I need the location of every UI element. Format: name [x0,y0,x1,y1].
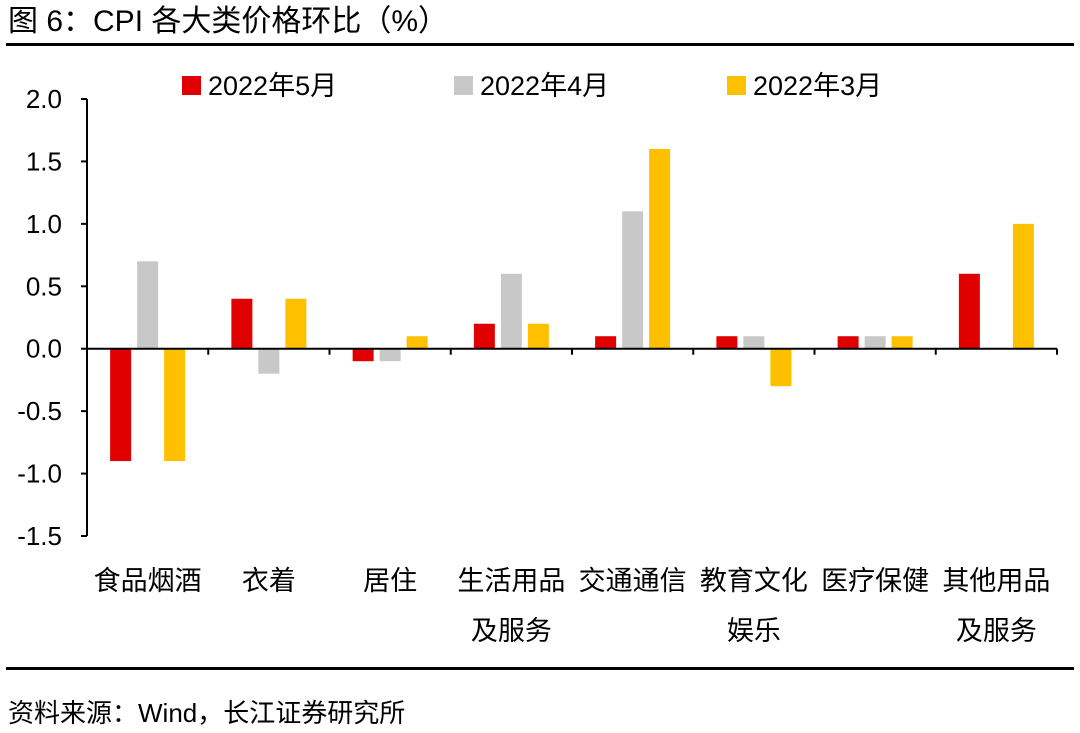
bar [770,348,792,387]
y-tick-label: 0.5 [26,271,62,301]
y-tick-label: -0.5 [17,396,62,426]
chart-title: 图 6：CPI 各大类价格环比（%） [8,5,449,38]
bar [1012,223,1034,349]
legend-label: 2022年3月 [753,71,882,101]
bar [110,348,132,462]
bar [864,336,886,349]
bar [958,273,980,349]
y-tick-label: 1.5 [26,146,62,176]
x-category-label: 交通通信 [579,566,687,596]
y-tick-label: -1.0 [17,459,62,489]
bottom-rule [6,667,1074,670]
bar [649,148,671,349]
bar [891,336,913,349]
legend-swatch [454,76,473,95]
x-category-label: 及服务 [471,616,552,646]
y-tick-label: -1.5 [17,521,62,551]
source-note: 资料来源：Wind，长江证券研究所 [8,698,406,728]
bar [258,348,280,374]
top-rule [6,43,1074,46]
legend-swatch [727,76,746,95]
x-category-label: 及服务 [956,616,1037,646]
bar [837,336,859,349]
bars [110,148,1034,462]
legend-swatch [182,76,201,95]
x-category-label: 衣着 [242,566,296,596]
bar [622,211,644,349]
bar [716,336,738,349]
bar [743,336,765,349]
x-category-label: 生活用品 [457,566,565,596]
y-axis: 2.0 1.5 1.0 0.5 0.0 -0.5 -1.0 -1.5 [17,84,88,551]
legend: 2022年5月 2022年4月 2022年3月 [182,71,882,101]
bar [285,298,307,349]
bar [473,323,495,349]
bar [406,336,428,349]
bar [164,348,186,462]
y-tick-label: 0.0 [26,334,62,364]
x-category-label: 娱乐 [727,616,781,646]
legend-label: 2022年5月 [208,71,337,101]
x-category-label: 医疗保健 [821,566,929,596]
legend-label: 2022年4月 [480,71,609,101]
bar [231,298,253,349]
x-category-label: 其他用品 [942,566,1050,596]
bar [352,348,374,362]
bar [137,261,159,349]
bar [595,336,617,349]
bar [527,323,549,349]
x-category-label: 教育文化 [700,566,808,596]
bar [500,273,522,349]
bar [379,348,401,362]
x-category-label: 居住 [363,566,417,596]
y-tick-label: 1.0 [26,209,62,239]
y-tick-label: 2.0 [26,84,62,114]
x-category-label: 食品烟酒 [94,566,202,596]
